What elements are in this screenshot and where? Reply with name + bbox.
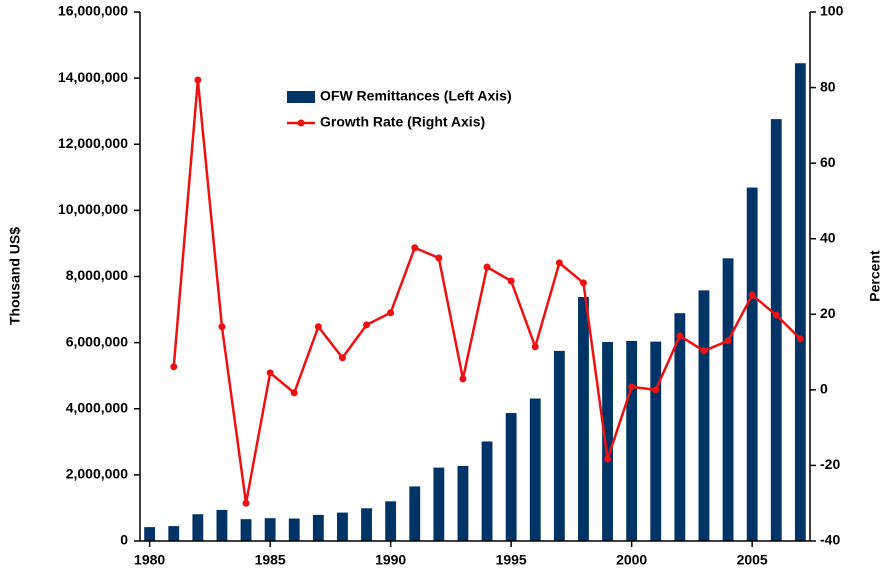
bar — [674, 313, 686, 541]
bar — [602, 341, 613, 541]
point — [387, 309, 395, 317]
point — [194, 76, 202, 84]
point — [748, 291, 756, 299]
y2-tick-label: 80 — [820, 78, 836, 94]
point — [242, 499, 250, 507]
bar — [433, 467, 445, 541]
bar — [457, 465, 469, 541]
bar — [746, 187, 758, 541]
point — [700, 347, 708, 355]
y2-tick-label: 60 — [820, 154, 836, 170]
point — [628, 383, 636, 391]
x-tick-label: 1995 — [496, 552, 527, 568]
bar — [529, 398, 541, 541]
bar — [794, 63, 806, 541]
point — [579, 279, 587, 287]
point — [363, 321, 371, 329]
point — [796, 335, 804, 343]
x-tick-label: 1990 — [375, 552, 406, 568]
y-tick-label: 2,000,000 — [66, 466, 128, 482]
bar — [264, 518, 276, 541]
x-tick-label: 1985 — [255, 552, 286, 568]
point — [290, 389, 298, 397]
x-tick-label: 2000 — [616, 552, 647, 568]
bar — [626, 340, 638, 541]
x-tick-label: 1980 — [134, 552, 165, 568]
bar — [409, 486, 421, 541]
point — [435, 254, 443, 262]
point — [314, 323, 322, 331]
bar — [192, 514, 204, 541]
bar — [312, 514, 324, 541]
y2-tick-label: -40 — [820, 532, 840, 548]
point — [772, 311, 780, 319]
point — [170, 363, 178, 371]
point — [507, 277, 515, 285]
bar — [144, 527, 156, 541]
bar — [385, 501, 397, 541]
bar — [240, 519, 252, 541]
legend-swatch — [297, 119, 305, 127]
y2-axis-label: Percent — [867, 250, 883, 302]
y-tick-label: 10,000,000 — [58, 201, 128, 217]
y2-tick-label: -20 — [820, 456, 840, 472]
point — [531, 343, 539, 351]
bar — [553, 350, 565, 541]
y2-tick-label: 40 — [820, 229, 836, 245]
bar — [650, 341, 662, 541]
bar — [722, 258, 734, 541]
bar — [698, 290, 710, 541]
y-tick-label: 0 — [120, 532, 128, 548]
legend-label: Growth Rate (Right Axis) — [320, 114, 485, 130]
legend-swatch — [287, 91, 315, 103]
bar — [288, 518, 300, 541]
y-tick-label: 8,000,000 — [66, 267, 128, 283]
y-tick-label: 14,000,000 — [58, 69, 128, 85]
y-tick-label: 6,000,000 — [66, 333, 128, 349]
point — [459, 375, 467, 383]
point — [483, 263, 491, 271]
point — [724, 337, 732, 345]
y-tick-label: 12,000,000 — [58, 135, 128, 151]
y-tick-label: 16,000,000 — [58, 3, 128, 19]
point — [652, 386, 660, 394]
y2-tick-label: 0 — [820, 381, 828, 397]
point — [411, 244, 419, 252]
point — [218, 323, 226, 331]
bar — [505, 413, 517, 541]
y-axis-label: Thousand US$ — [7, 227, 23, 325]
x-tick-label: 2005 — [737, 552, 768, 568]
point — [338, 354, 346, 362]
point — [604, 455, 612, 463]
bar — [361, 508, 372, 541]
legend-label: OFW Remittances (Left Axis) — [320, 88, 512, 104]
bar — [481, 441, 493, 541]
bar — [168, 526, 180, 541]
bar — [578, 296, 589, 541]
y2-tick-label: 20 — [820, 305, 836, 321]
bar — [770, 119, 782, 541]
point — [266, 369, 274, 377]
bar — [216, 509, 228, 541]
bar — [337, 512, 348, 541]
point — [555, 259, 563, 267]
point — [676, 332, 684, 340]
y2-tick-label: 100 — [820, 3, 844, 19]
y-tick-label: 4,000,000 — [66, 399, 128, 415]
